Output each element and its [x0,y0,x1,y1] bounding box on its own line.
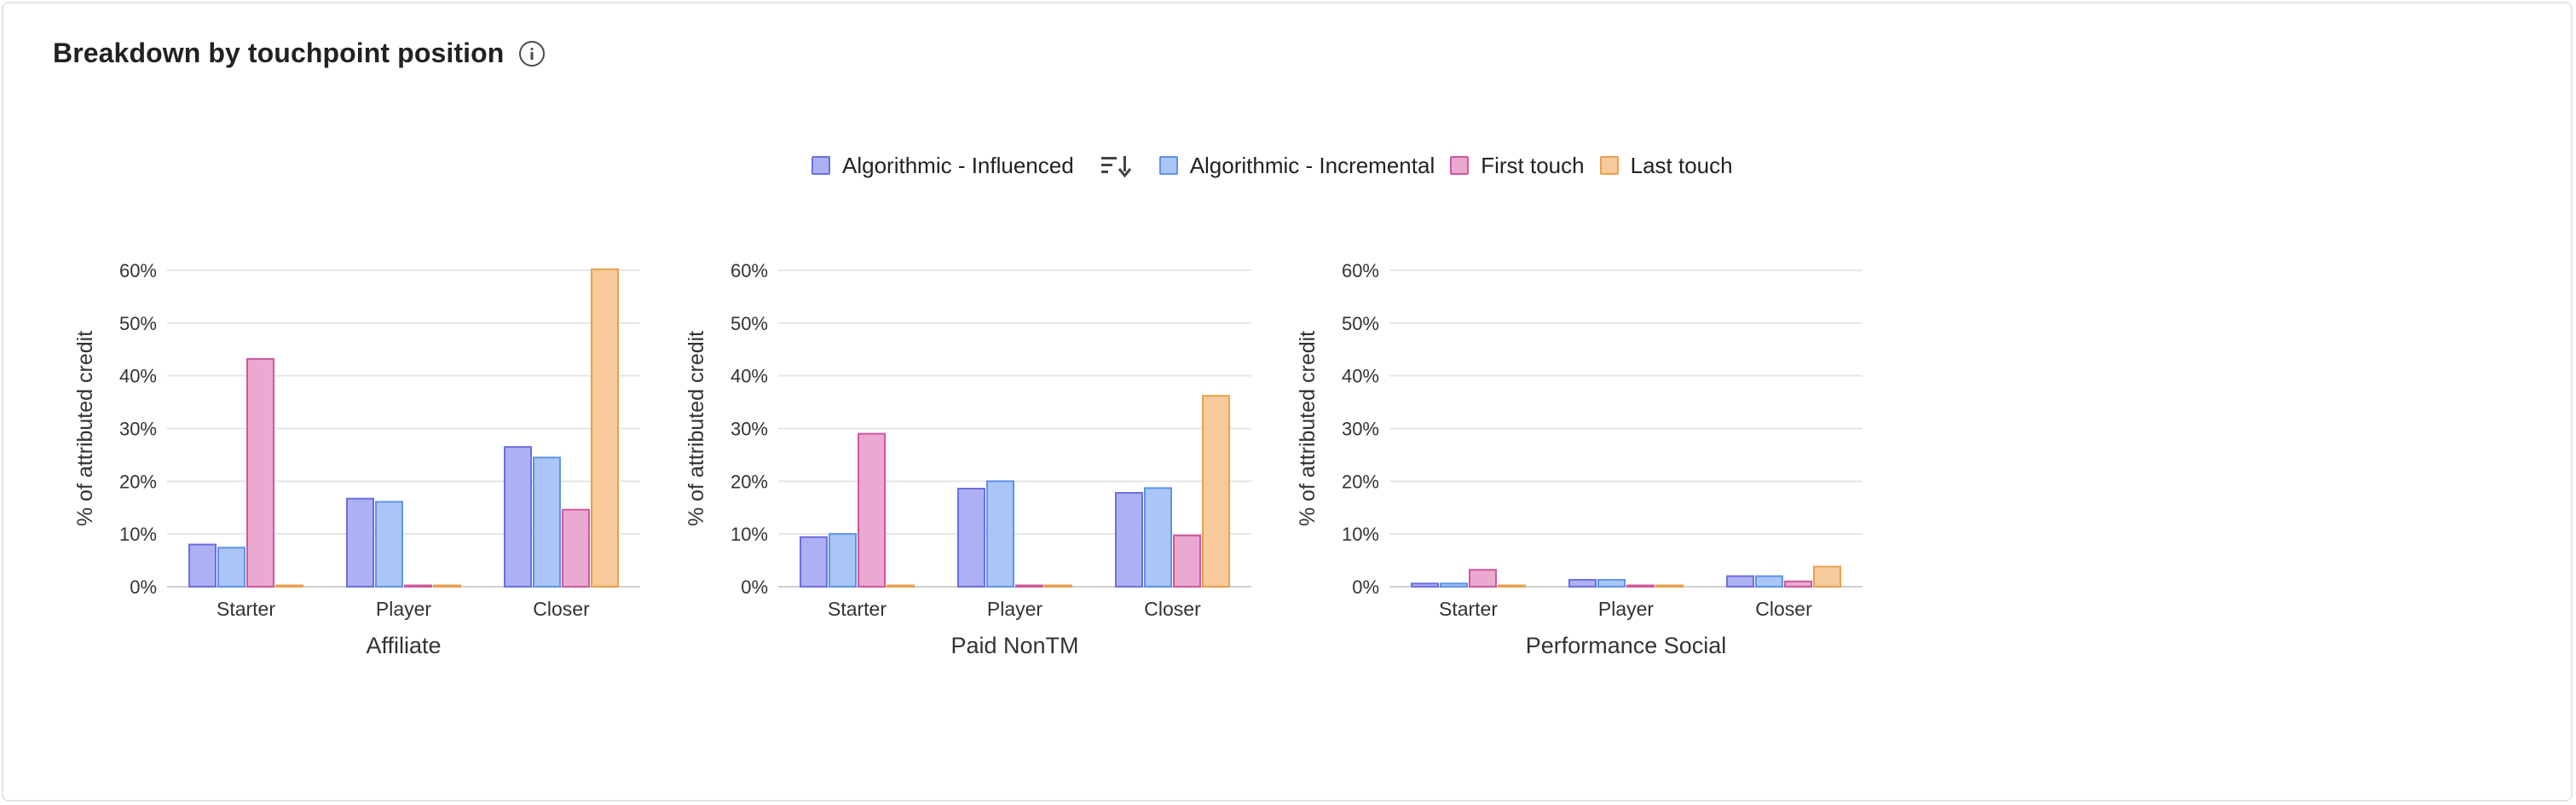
info-icon[interactable] [519,40,546,67]
bar-first-touch-closer[interactable] [1173,535,1201,588]
x-tick-label: Starter [828,598,887,620]
sort-icon[interactable] [1100,153,1134,178]
y-tick-label: 0% [1352,576,1379,598]
bar-algorithmic-influenced-closer[interactable] [504,446,532,588]
bar-last-touch-starter[interactable] [275,584,303,588]
chart-legend: Algorithmic - Influenced Algorithmic - I… [811,150,1733,181]
x-tick-label: Player [987,598,1043,620]
x-tick-label: Player [1598,598,1655,620]
y-tick-label: 60% [119,260,157,281]
bar-algorithmic-incremental-closer[interactable] [533,456,561,588]
y-tick-label: 30% [1342,419,1379,440]
y-tick-label: 40% [731,366,768,387]
y-tick-label: 10% [119,524,157,545]
bar-first-touch-player[interactable] [1015,584,1043,588]
bar-algorithmic-incremental-closer[interactable] [1144,487,1172,588]
x-axis-title: Affiliate [366,633,441,658]
bar-algorithmic-incremental-closer[interactable] [1755,575,1783,588]
x-tick-label: Closer [1755,598,1812,620]
bar-first-touch-closer[interactable] [1784,580,1812,588]
y-tick-label: 40% [119,366,157,387]
bar-first-touch-closer[interactable] [562,508,590,588]
y-tick-label: 50% [119,313,157,334]
bar-first-touch-starter[interactable] [858,432,886,588]
x-tick-label: Starter [217,598,275,620]
legend-swatch [1158,156,1178,175]
y-tick-label: 30% [731,419,768,440]
bar-last-touch-closer[interactable] [1813,565,1841,588]
bar-algorithmic-influenced-player[interactable] [957,487,985,588]
x-axis-title: Paid NonTM [950,633,1078,658]
legend-label: First touch [1481,152,1585,178]
legend-swatch [811,156,830,175]
bar-last-touch-closer[interactable] [591,268,619,588]
bar-last-touch-player[interactable] [1655,584,1684,588]
y-tick-label: 20% [731,471,768,492]
bar-algorithmic-influenced-starter[interactable] [1411,582,1439,588]
x-tick-label: Closer [1144,598,1201,620]
bar-last-touch-starter[interactable] [1498,584,1526,588]
bar-last-touch-player[interactable] [433,584,461,588]
card-header: Breakdown by touchpoint position [53,38,546,69]
legend-swatch [1599,156,1619,175]
bar-algorithmic-incremental-player[interactable] [375,501,403,588]
y-tick-label: 40% [1342,366,1379,387]
x-tick-label: Player [376,598,432,620]
bar-algorithmic-incremental-player[interactable] [986,480,1014,588]
bar-first-touch-starter[interactable] [1469,569,1497,588]
bar-algorithmic-incremental-starter[interactable] [829,533,857,588]
chart-panel-affiliate: 0% 10% 20% 30% 40% 50% 60% % of attributed cred… [73,260,640,658]
y-tick-label: 20% [119,471,157,492]
bar-algorithmic-influenced-starter[interactable] [188,543,217,588]
legend-item-last-touch[interactable]: Last touch [1599,152,1733,179]
y-axis-label: % of attributed credit [684,331,708,526]
bar-first-touch-player[interactable] [404,584,432,588]
y-tick-label: 10% [731,524,768,545]
chart-panel-performance-social: 0% 10% 20% 30% 40% 50% 60% % of attributed cred… [1296,260,1863,658]
x-tick-label: Closer [533,598,590,620]
bar-first-touch-starter[interactable] [246,357,274,588]
bar-algorithmic-influenced-closer[interactable] [1726,575,1754,588]
y-axis-label: % of attributed credit [1296,331,1320,526]
legend-item-algorithmic-influenced[interactable]: Algorithmic - Influenced [811,153,1074,179]
legend-label: Algorithmic - Incremental [1189,152,1435,178]
y-tick-label: 0% [130,576,157,598]
bar-algorithmic-incremental-player[interactable] [1597,578,1626,588]
bar-algorithmic-influenced-player[interactable] [1568,578,1597,588]
chart-title: Breakdown by touchpoint position [53,38,505,68]
y-tick-label: 60% [1342,260,1379,281]
y-tick-label: 10% [1342,524,1379,545]
y-tick-label: 20% [1342,471,1379,492]
legend-label: Last touch [1630,152,1733,178]
bar-first-touch-player[interactable] [1626,584,1655,588]
legend-item-first-touch[interactable]: First touch [1450,152,1585,179]
chart-panel-paid-nontm: 0% 10% 20% 30% 40% 50% 60% % of attributed cred… [684,260,1251,658]
bar-last-touch-player[interactable] [1044,584,1072,588]
legend-swatch [1450,156,1470,175]
x-axis-title: Performance Social [1526,633,1727,658]
bar-algorithmic-influenced-player[interactable] [346,497,374,588]
legend-label: Algorithmic - Influenced [842,152,1074,178]
bar-algorithmic-incremental-starter[interactable] [1440,582,1468,588]
y-tick-label: 50% [731,313,768,334]
y-tick-label: 0% [741,576,768,598]
y-tick-label: 60% [731,260,768,281]
x-tick-label: Starter [1439,598,1498,620]
bar-algorithmic-influenced-closer[interactable] [1115,491,1143,588]
bar-last-touch-starter[interactable] [887,584,915,588]
bar-last-touch-closer[interactable] [1202,395,1230,588]
bar-algorithmic-influenced-starter[interactable] [800,536,828,588]
y-axis-label: % of attributed credit [73,331,97,526]
legend-item-algorithmic-incremental[interactable]: Algorithmic - Incremental [1158,152,1435,179]
y-tick-label: 50% [1342,313,1379,334]
bar-algorithmic-incremental-starter[interactable] [217,547,245,588]
y-tick-label: 30% [119,419,157,440]
